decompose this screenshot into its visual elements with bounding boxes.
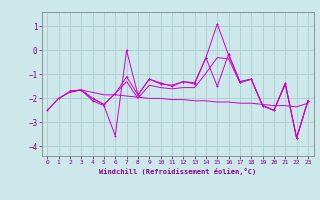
X-axis label: Windchill (Refroidissement éolien,°C): Windchill (Refroidissement éolien,°C): [99, 168, 256, 175]
